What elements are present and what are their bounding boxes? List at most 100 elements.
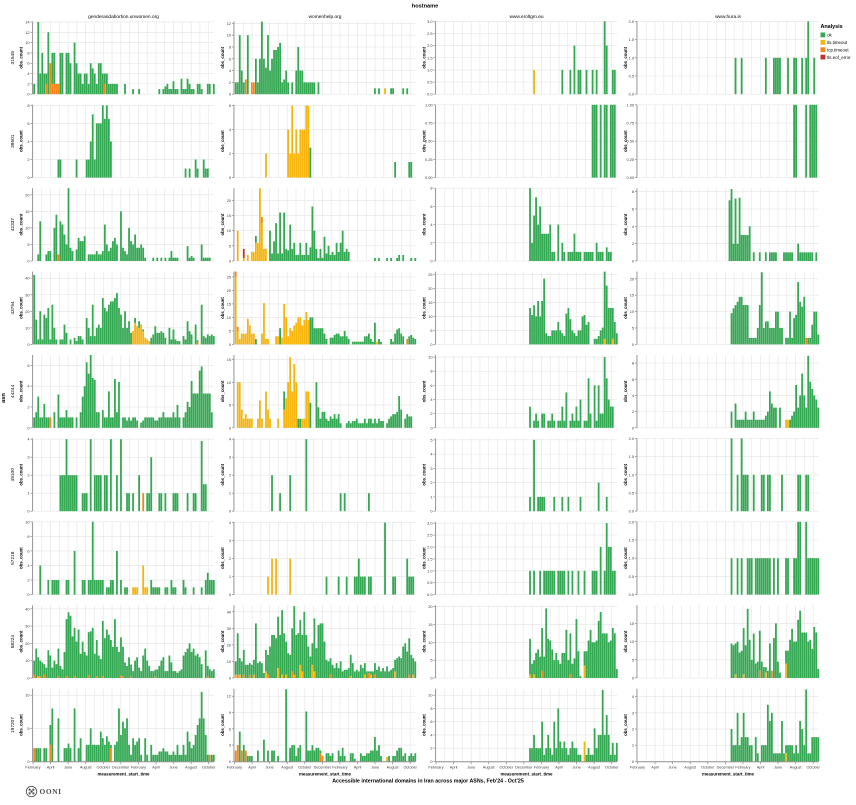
svg-text:2.0: 2.0 — [629, 519, 635, 524]
svg-text:15: 15 — [428, 300, 432, 305]
svg-text:December: December — [112, 766, 130, 770]
svg-text:20: 20 — [227, 288, 232, 293]
svg-text:6: 6 — [430, 719, 432, 724]
svg-text:0: 0 — [430, 759, 433, 764]
svg-text:10: 10 — [227, 659, 232, 664]
svg-text:obs_count: obs_count — [19, 714, 24, 736]
svg-text:3: 3 — [632, 710, 634, 715]
svg-text:0.00: 0.00 — [627, 175, 635, 180]
svg-text:August: August — [387, 766, 400, 770]
svg-text:obs_count: obs_count — [623, 297, 628, 319]
svg-text:6: 6 — [27, 548, 29, 553]
svg-text:20: 20 — [25, 309, 30, 314]
svg-text:20: 20 — [25, 192, 30, 197]
svg-text:30: 30 — [227, 626, 232, 631]
svg-text:obs_count: obs_count — [623, 213, 628, 235]
svg-text:20: 20 — [227, 198, 232, 203]
svg-text:8: 8 — [27, 103, 29, 108]
svg-text:4: 4 — [27, 71, 30, 76]
svg-text:10: 10 — [227, 228, 232, 233]
svg-text:0: 0 — [229, 509, 232, 514]
svg-text:June: June — [774, 766, 782, 770]
svg-text:hostname: hostname — [412, 4, 438, 10]
svg-text:5: 5 — [229, 243, 231, 248]
svg-text:obs_count: obs_count — [19, 380, 24, 402]
svg-text:0: 0 — [27, 509, 30, 514]
svg-text:12: 12 — [25, 30, 29, 35]
svg-text:5: 5 — [229, 403, 231, 408]
svg-text:obs_count: obs_count — [220, 130, 225, 152]
svg-text:0.75: 0.75 — [425, 121, 433, 126]
svg-text:obs_count: obs_count — [19, 130, 24, 152]
svg-text:June: June — [371, 766, 379, 770]
svg-text:0: 0 — [27, 425, 30, 430]
svg-text:0: 0 — [229, 425, 232, 430]
svg-text:tls.timeout: tls.timeout — [827, 40, 848, 45]
svg-text:0.50: 0.50 — [627, 139, 635, 144]
svg-text:obs_count: obs_count — [623, 547, 628, 569]
svg-text:197207: 197207 — [10, 717, 16, 733]
svg-text:5: 5 — [632, 326, 634, 331]
svg-text:0: 0 — [27, 342, 30, 347]
svg-text:1.5: 1.5 — [427, 55, 432, 60]
svg-text:10: 10 — [25, 658, 30, 663]
svg-text:www.hura.is: www.hura.is — [715, 14, 741, 20]
svg-text:25: 25 — [428, 272, 432, 277]
svg-text:October: October — [97, 766, 111, 770]
svg-text:0.0: 0.0 — [629, 509, 635, 514]
svg-text:6: 6 — [229, 56, 231, 61]
svg-text:October: October — [605, 766, 619, 770]
svg-text:June: June — [64, 766, 72, 770]
svg-text:0: 0 — [430, 676, 433, 681]
svg-text:20: 20 — [428, 286, 433, 291]
svg-text:0: 0 — [27, 175, 30, 180]
svg-text:10: 10 — [428, 693, 433, 698]
svg-text:December: December — [717, 766, 735, 770]
svg-text:3: 3 — [27, 455, 29, 460]
svg-text:8: 8 — [27, 534, 29, 539]
svg-text:0: 0 — [229, 259, 232, 264]
svg-text:February: February — [534, 766, 549, 770]
svg-text:April: April — [555, 766, 563, 770]
svg-text:obs_count: obs_count — [19, 547, 24, 569]
svg-text:0: 0 — [632, 259, 635, 264]
svg-text:14: 14 — [25, 19, 30, 24]
svg-text:February: February — [735, 766, 750, 770]
svg-text:0: 0 — [632, 425, 635, 430]
svg-text:June: June — [572, 766, 580, 770]
svg-text:5: 5 — [27, 726, 29, 731]
svg-text:6: 6 — [632, 206, 634, 211]
svg-text:6: 6 — [27, 61, 29, 66]
svg-text:obs_count: obs_count — [19, 630, 24, 652]
svg-text:1: 1 — [632, 743, 634, 748]
svg-text:0: 0 — [27, 759, 30, 764]
svg-text:obs_count: obs_count — [623, 463, 628, 485]
svg-text:obs_count: obs_count — [422, 297, 427, 319]
svg-text:0: 0 — [229, 92, 232, 97]
svg-text:2: 2 — [27, 578, 29, 583]
svg-text:1.0: 1.0 — [629, 556, 635, 561]
svg-text:8: 8 — [430, 706, 432, 711]
svg-text:10: 10 — [630, 309, 635, 314]
svg-text:0.0: 0.0 — [427, 592, 433, 597]
svg-text:obs_count: obs_count — [19, 213, 24, 235]
svg-text:10: 10 — [428, 314, 433, 319]
svg-text:6: 6 — [430, 383, 432, 388]
svg-text:obs_count: obs_count — [422, 630, 427, 652]
svg-text:6: 6 — [430, 204, 432, 209]
svg-text:4: 4 — [430, 732, 433, 737]
svg-text:6: 6 — [229, 103, 231, 108]
svg-text:obs_count: obs_count — [19, 463, 24, 485]
svg-text:4: 4 — [229, 520, 232, 525]
svg-text:genderandabortion.unwomen.org: genderandabortion.unwomen.org — [88, 14, 159, 20]
svg-text:0.5: 0.5 — [427, 80, 432, 85]
svg-text:0.25: 0.25 — [425, 157, 433, 162]
svg-text:0: 0 — [430, 509, 433, 514]
svg-text:obs_count: obs_count — [220, 714, 225, 736]
svg-text:6: 6 — [229, 726, 231, 731]
svg-text:0: 0 — [430, 259, 433, 264]
svg-text:April: April — [450, 766, 458, 770]
svg-text:0: 0 — [27, 676, 30, 681]
svg-text:obs_count: obs_count — [19, 46, 24, 68]
svg-text:0.00: 0.00 — [425, 175, 433, 180]
